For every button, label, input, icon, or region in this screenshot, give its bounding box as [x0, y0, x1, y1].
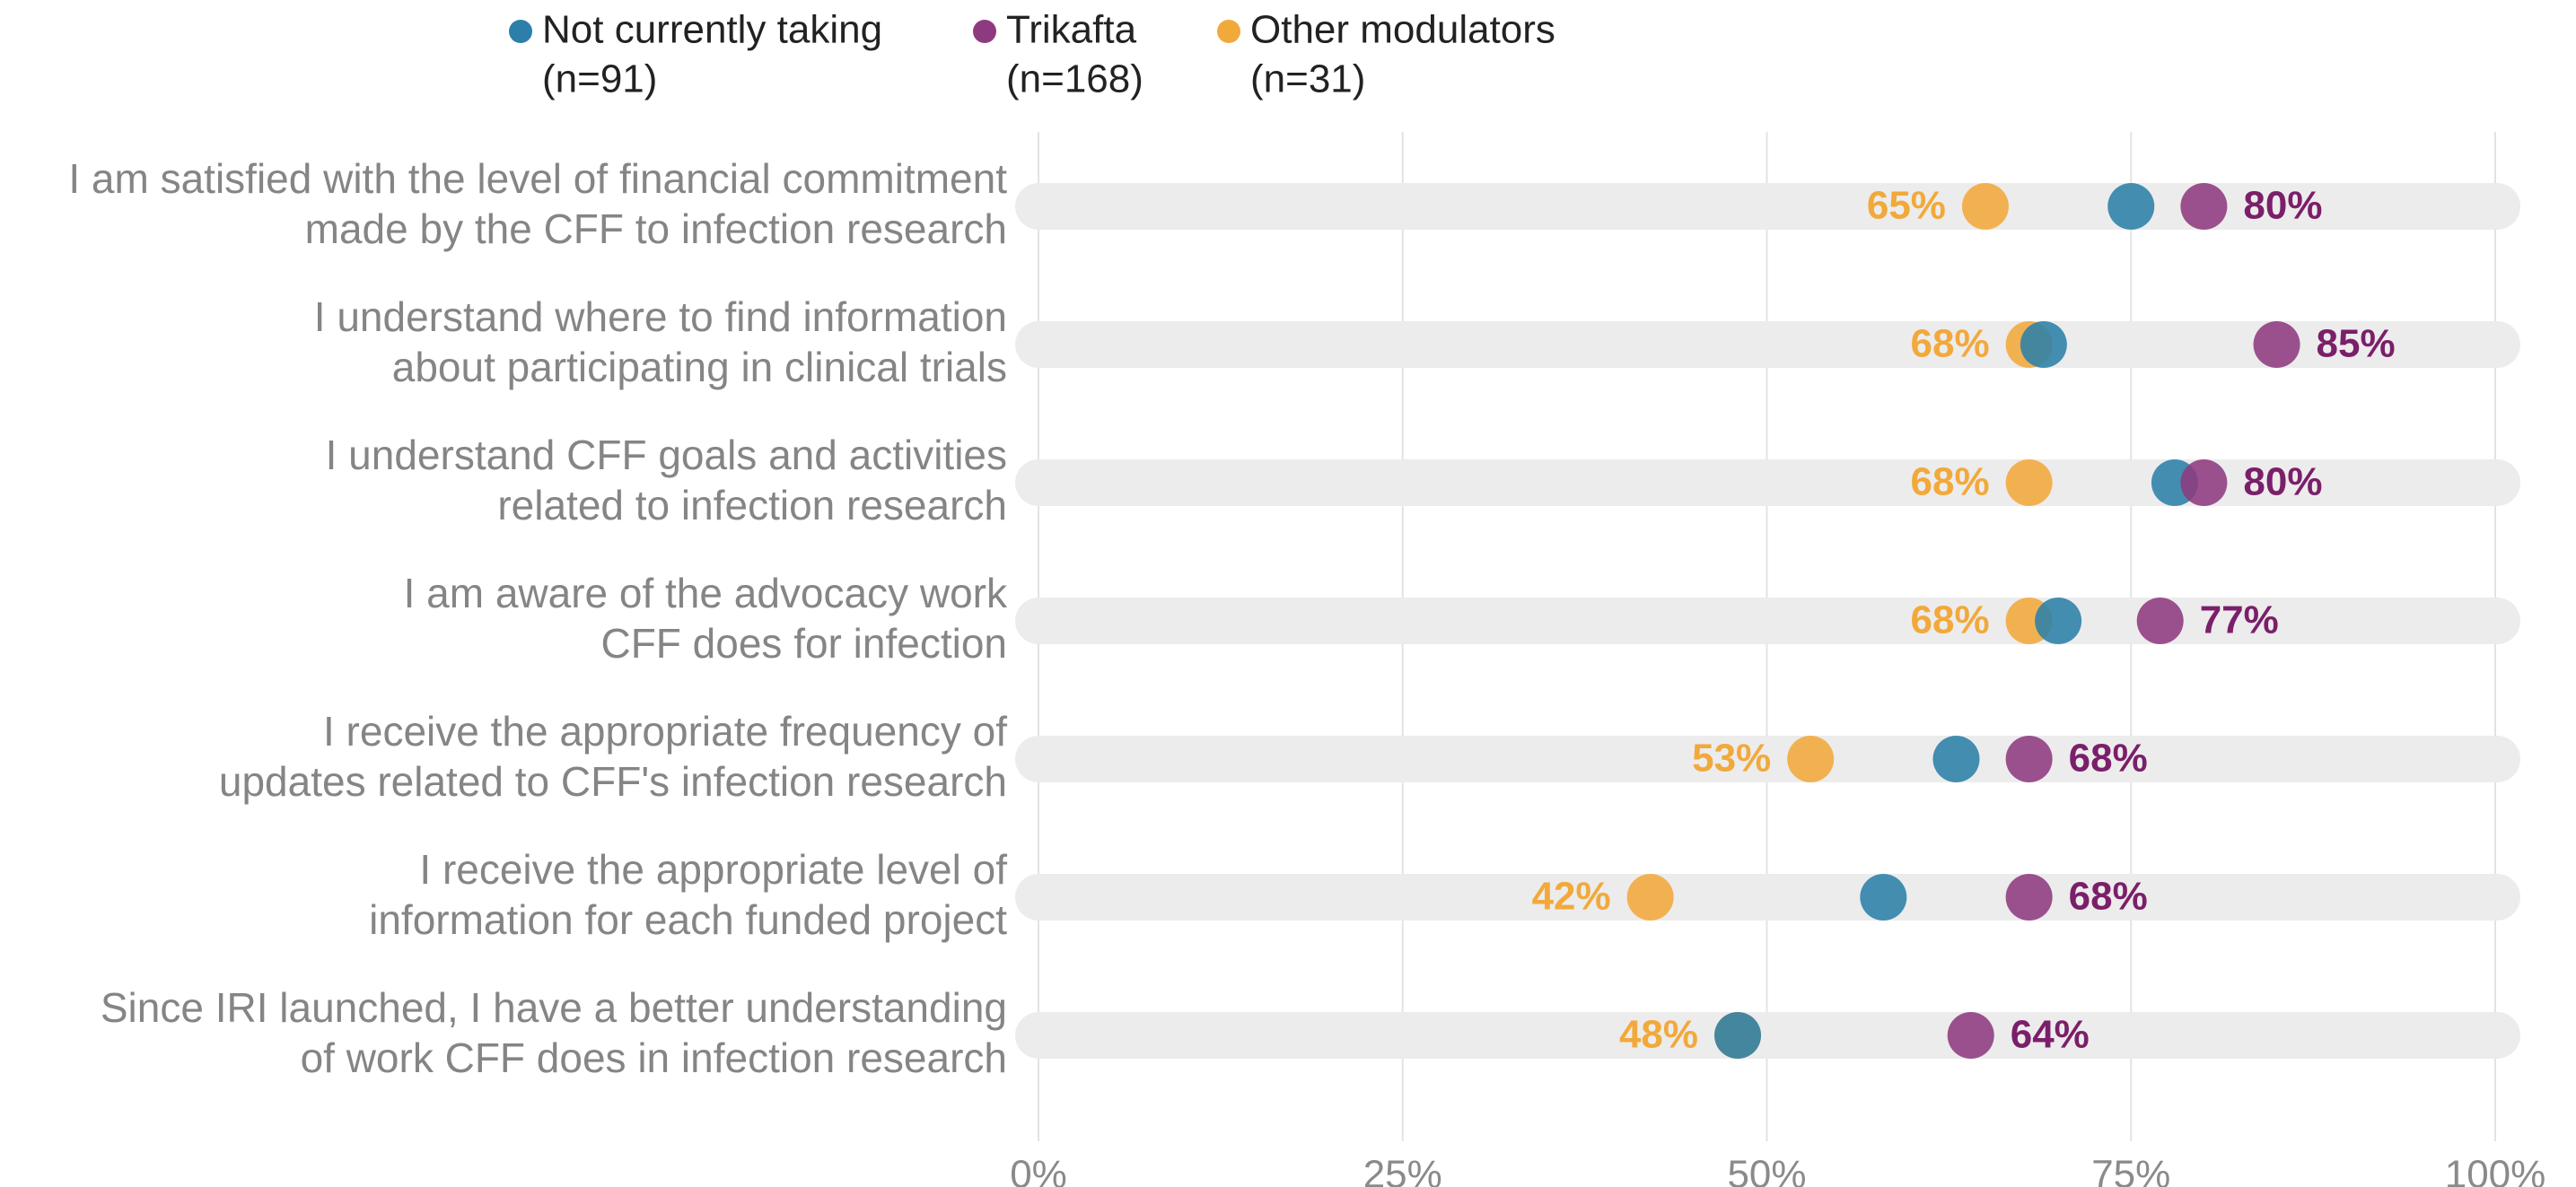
dot	[2180, 459, 2228, 506]
category-label: I receive the appropriate level of	[419, 846, 1007, 893]
dot	[2253, 321, 2300, 368]
category-label: Since IRI launched, I have a better unde…	[101, 984, 1007, 1031]
value-label: 77%	[2200, 598, 2279, 642]
x-tick-label: 75%	[2091, 1153, 2170, 1187]
x-tick-label: 25%	[1363, 1153, 1442, 1187]
dot	[1947, 1012, 1994, 1059]
value-label: 85%	[2317, 322, 2396, 366]
dot	[2035, 598, 2082, 644]
category-label: information for each funded project	[369, 896, 1007, 943]
x-tick-label: 50%	[1727, 1153, 1806, 1187]
legend-sample: (n=91)	[542, 57, 657, 101]
legend-swatch	[973, 20, 996, 43]
dot	[2020, 321, 2067, 368]
value-label: 80%	[2243, 184, 2322, 228]
track	[1015, 736, 2520, 782]
value-label: 68%	[1911, 460, 1990, 504]
dot	[2005, 459, 2053, 506]
category-label: I understand CFF goals and activities	[326, 432, 1007, 478]
dot	[2107, 183, 2155, 230]
category-label: of work CFF does in infection research	[301, 1034, 1007, 1081]
value-label: 48%	[1619, 1013, 1698, 1057]
dot	[1860, 874, 1907, 921]
track	[1015, 598, 2520, 644]
track	[1015, 874, 2520, 921]
dot	[2005, 736, 2053, 782]
value-label: 64%	[2011, 1013, 2090, 1057]
dot	[1787, 736, 1835, 782]
category-label: I am aware of the advocacy work	[404, 570, 1008, 616]
legend-swatch	[1217, 20, 1240, 43]
dot	[1932, 736, 1980, 782]
value-label: 42%	[1532, 875, 1611, 919]
value-label: 80%	[2243, 460, 2322, 504]
value-label: 68%	[1911, 322, 1990, 366]
dot	[1714, 1012, 1762, 1059]
category-label: I understand where to find information	[314, 293, 1007, 340]
value-label: 68%	[1911, 598, 1990, 642]
category-label: I am satisfied with the level of financi…	[68, 155, 1007, 202]
track	[1015, 459, 2520, 506]
legend-sample: (n=31)	[1250, 57, 1365, 101]
legend-sample: (n=168)	[1006, 57, 1143, 101]
legend-swatch	[509, 20, 532, 43]
category-label: updates related to CFF's infection resea…	[219, 758, 1007, 805]
value-label: 53%	[1692, 737, 1771, 781]
category-label: about participating in clinical trials	[392, 344, 1007, 390]
x-tick-label: 100%	[2445, 1153, 2546, 1187]
legend-label: Not currently taking	[542, 8, 882, 52]
track	[1015, 321, 2520, 368]
dot	[1626, 874, 1674, 921]
value-label: 68%	[2069, 875, 2148, 919]
value-label: 68%	[2069, 737, 2148, 781]
track	[1015, 1012, 2520, 1059]
dot	[2180, 183, 2228, 230]
category-label: related to infection research	[497, 482, 1007, 528]
dot	[2136, 598, 2184, 644]
x-tick-label: 0%	[1010, 1153, 1067, 1187]
dot	[1961, 183, 2009, 230]
category-label: I receive the appropriate frequency of	[323, 708, 1007, 755]
category-label: CFF does for infection	[600, 620, 1007, 667]
legend-label: Trikafta	[1006, 8, 1137, 52]
dot	[2005, 874, 2053, 921]
category-label: made by the CFF to infection research	[305, 205, 1007, 252]
value-label: 65%	[1867, 184, 1946, 228]
legend-label: Other modulators	[1250, 8, 1555, 52]
